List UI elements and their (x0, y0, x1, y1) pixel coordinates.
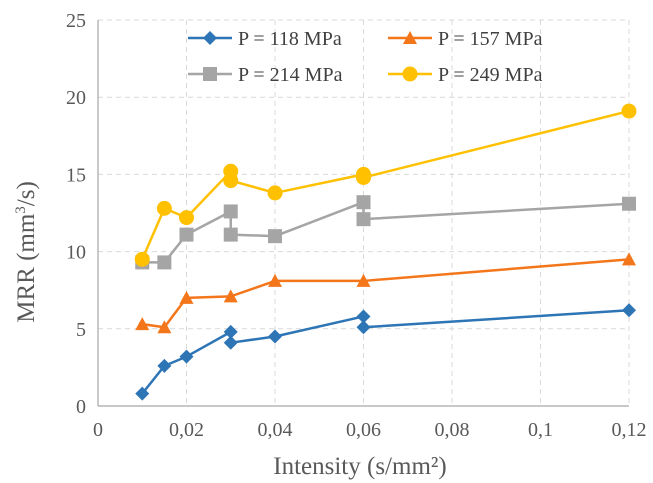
series-line (142, 258, 630, 329)
legend-item: P = 249 MPa (388, 64, 543, 86)
triangle-point (622, 252, 636, 266)
y-tick-label: 0 (76, 396, 86, 418)
circle-point (267, 185, 283, 201)
triangle-point (179, 290, 194, 304)
circle-point (134, 251, 150, 267)
circle-point (621, 103, 637, 119)
diamond-point (356, 320, 371, 335)
legend-item: P = 157 MPa (388, 28, 543, 50)
diamond-point (223, 335, 238, 350)
y-tick-label: 5 (76, 319, 86, 341)
square-point (268, 229, 282, 244)
square-point (179, 227, 194, 242)
x-axis-title: Intensity (s/mm²) (273, 453, 446, 480)
x-tick-label: 0,08 (435, 419, 470, 441)
triangle-point (223, 289, 238, 303)
square-point (356, 212, 371, 227)
square-point (157, 255, 172, 270)
diamond-point (157, 358, 172, 373)
tick-labels: 0 5 10 15 20 25 0 0,02 0,04 0,06 0,08 0,1 0,12 (66, 10, 647, 441)
diamond-point (268, 329, 282, 344)
diamond-point (622, 303, 636, 318)
series-4 (134, 103, 637, 267)
legend-label: P = 157 MPa (438, 28, 543, 50)
x-tick-label: 0,12 (612, 419, 647, 441)
legend-square-icon (203, 67, 217, 81)
diamond-point (135, 386, 150, 401)
y-axis-title-main: MRR (mm (13, 213, 40, 323)
legend-triangle-icon (403, 31, 417, 44)
y-tick-label: 20 (66, 87, 86, 109)
y-axis-title-superscript: 3 (13, 206, 29, 214)
series-1 (135, 303, 636, 401)
square-point (223, 204, 238, 219)
legend: P = 118 MPa P = 157 MPa P = 214 MPa P = 249… (188, 28, 543, 86)
series-line (142, 200, 630, 264)
triangle-point (356, 273, 371, 287)
legend-item: P = 214 MPa (188, 64, 343, 86)
y-tick-label: 10 (66, 242, 86, 264)
x-tick-label: 0,02 (169, 419, 204, 441)
circle-point (179, 210, 194, 226)
triangle-point (135, 317, 150, 331)
circle-point (223, 173, 239, 189)
y-axis-title-tail: /s) (13, 181, 40, 206)
x-tick-label: 0,04 (258, 419, 293, 441)
x-tick-label: 0,1 (528, 419, 553, 441)
circle-point (356, 169, 371, 185)
diamond-point (179, 349, 194, 364)
series-line (141, 309, 630, 395)
x-tick-label: 0 (93, 419, 103, 441)
triangle-point (268, 273, 282, 287)
diamond-point (356, 309, 371, 324)
axes (97, 20, 629, 407)
diamond-point (223, 324, 238, 339)
legend-circle-icon (402, 66, 418, 82)
y-tick-label: 25 (66, 10, 86, 32)
legend-label: P = 214 MPa (238, 64, 343, 86)
x-tick-label: 0,06 (346, 419, 381, 441)
series-2 (135, 252, 636, 334)
series-line (141, 109, 630, 260)
legend-label: P = 118 MPa (238, 28, 342, 50)
legend-diamond-icon (203, 31, 217, 45)
square-point (356, 195, 371, 210)
series-3 (135, 195, 636, 270)
square-point (622, 196, 636, 211)
triangle-point (157, 320, 172, 334)
circle-point (156, 200, 172, 216)
square-point (223, 227, 238, 242)
series-layer (134, 103, 637, 401)
y-axis-title: MRR (mm3/s) (13, 181, 40, 323)
y-tick-label: 15 (66, 164, 86, 186)
legend-label: P = 249 MPa (438, 64, 543, 86)
legend-item: P = 118 MPa (188, 28, 342, 50)
